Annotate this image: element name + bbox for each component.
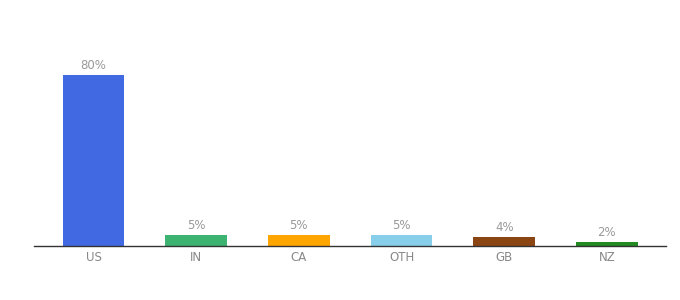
Text: 5%: 5%: [392, 219, 411, 232]
Bar: [371, 235, 432, 246]
Bar: [63, 75, 124, 246]
Text: 5%: 5%: [290, 219, 308, 232]
Text: 4%: 4%: [495, 221, 513, 234]
Text: 80%: 80%: [81, 59, 107, 72]
Bar: [268, 235, 330, 246]
Text: 2%: 2%: [598, 226, 616, 238]
Bar: [473, 238, 535, 246]
Bar: [165, 235, 227, 246]
Bar: [576, 242, 638, 246]
Text: 5%: 5%: [187, 219, 205, 232]
